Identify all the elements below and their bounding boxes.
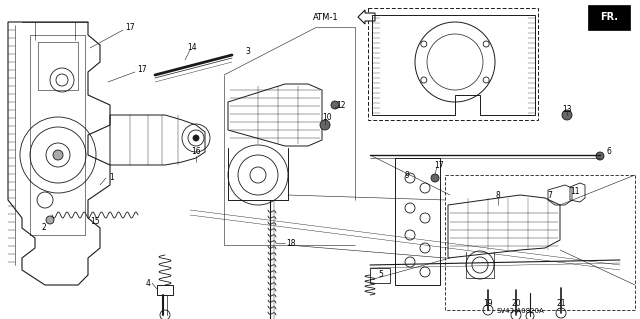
Polygon shape bbox=[358, 10, 375, 24]
Text: 17: 17 bbox=[125, 24, 135, 33]
Circle shape bbox=[562, 110, 572, 120]
Text: 16: 16 bbox=[191, 147, 201, 157]
Bar bbox=[370, 268, 390, 283]
Bar bbox=[368, 8, 538, 120]
Circle shape bbox=[193, 135, 199, 141]
Text: 8: 8 bbox=[495, 190, 500, 199]
Text: 12: 12 bbox=[336, 101, 346, 110]
Circle shape bbox=[53, 150, 63, 160]
Text: 14: 14 bbox=[187, 42, 197, 51]
Circle shape bbox=[596, 152, 604, 160]
Text: 1: 1 bbox=[109, 174, 115, 182]
Text: 17: 17 bbox=[434, 160, 444, 169]
Text: FR.: FR. bbox=[600, 12, 618, 22]
Circle shape bbox=[320, 120, 330, 130]
Text: 2: 2 bbox=[42, 224, 46, 233]
Text: 10: 10 bbox=[322, 113, 332, 122]
Text: 17: 17 bbox=[137, 65, 147, 75]
Bar bbox=[445, 175, 635, 310]
Circle shape bbox=[331, 101, 339, 109]
Text: 4: 4 bbox=[145, 278, 150, 287]
Text: 11: 11 bbox=[570, 188, 580, 197]
Text: 18: 18 bbox=[286, 239, 296, 248]
Circle shape bbox=[431, 174, 439, 182]
Text: 21: 21 bbox=[556, 299, 566, 308]
Text: 7: 7 bbox=[548, 191, 552, 201]
Text: 19: 19 bbox=[483, 299, 493, 308]
Text: ATM-1: ATM-1 bbox=[313, 12, 339, 21]
Text: 6: 6 bbox=[607, 146, 611, 155]
Text: 3: 3 bbox=[246, 48, 250, 56]
Text: 13: 13 bbox=[562, 105, 572, 114]
Text: 9: 9 bbox=[404, 170, 410, 180]
Text: 15: 15 bbox=[90, 218, 100, 226]
Circle shape bbox=[46, 216, 54, 224]
Text: SV43-A0820A: SV43-A0820A bbox=[496, 308, 544, 314]
Polygon shape bbox=[588, 5, 630, 30]
Text: 5: 5 bbox=[379, 270, 383, 279]
Text: 20: 20 bbox=[511, 299, 521, 308]
